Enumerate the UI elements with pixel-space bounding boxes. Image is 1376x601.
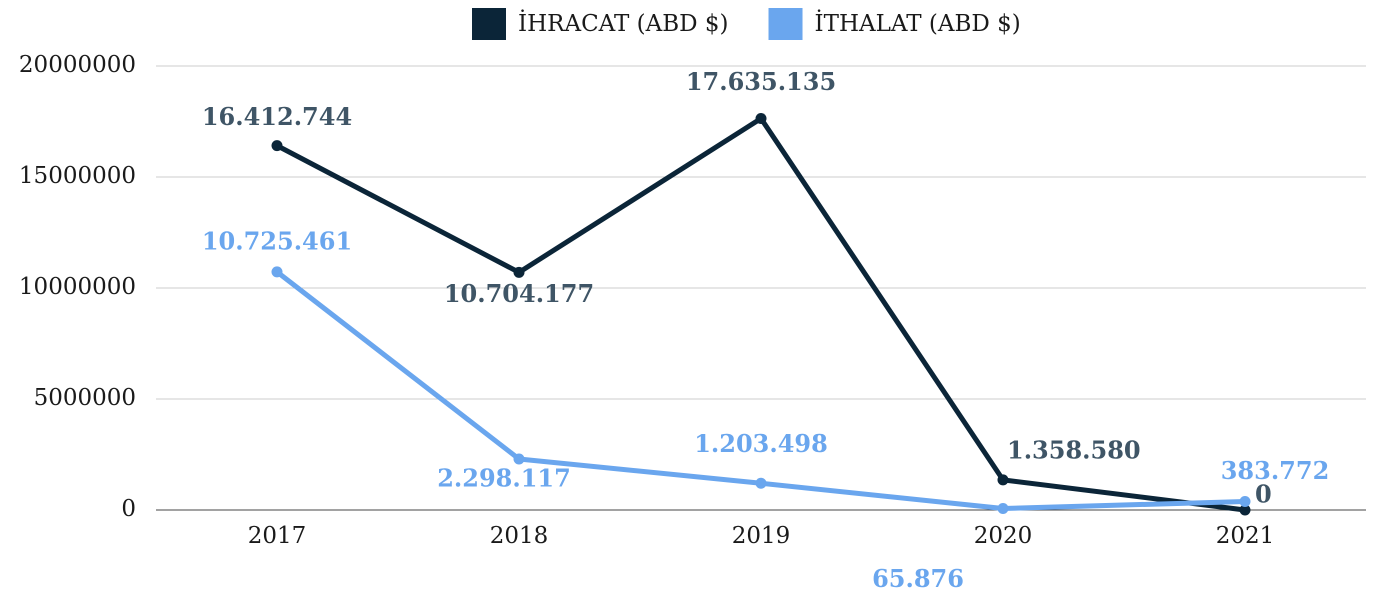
data-point xyxy=(271,140,283,152)
data-point xyxy=(755,113,767,124)
series-line xyxy=(275,269,1246,512)
data-label: 10.704.177 xyxy=(444,279,594,308)
x-tick-label: 2018 xyxy=(490,523,549,549)
y-tick-label: 15000000 xyxy=(19,163,136,189)
x-tick-label: 2020 xyxy=(974,523,1033,549)
y-tick-label: 0 xyxy=(121,496,136,522)
data-point xyxy=(997,474,1009,486)
data-point xyxy=(755,477,767,489)
data-label: 2.298.117 xyxy=(437,463,571,492)
data-label: 65.876 xyxy=(872,564,964,593)
data-label: 1.203.498 xyxy=(694,429,828,458)
data-label: 17.635.135 xyxy=(686,67,836,96)
data-point xyxy=(1239,495,1251,507)
data-label: 1.358.580 xyxy=(1007,435,1141,464)
data-label: 383.772 xyxy=(1221,456,1330,485)
legend-label: İTHALAT (ABD $) xyxy=(815,10,1021,37)
y-tick-label: 10000000 xyxy=(19,274,136,300)
data-point xyxy=(997,503,1009,515)
legend-swatch xyxy=(768,8,803,40)
data-point xyxy=(271,266,283,278)
y-tick-label: 20000000 xyxy=(19,52,136,78)
x-tick-label: 2021 xyxy=(1216,523,1275,549)
data-point xyxy=(513,266,525,278)
data-point xyxy=(1239,504,1251,516)
data-label: 0 xyxy=(1255,480,1272,509)
x-tick-label: 2017 xyxy=(248,523,307,549)
data-point xyxy=(513,453,525,465)
legend-swatch xyxy=(472,8,506,40)
y-tick-label: 5000000 xyxy=(34,385,136,411)
data-label: 16.412.744 xyxy=(202,102,352,131)
data-label: 10.725.461 xyxy=(202,226,352,255)
legend-label: İHRACAT (ABD $) xyxy=(518,10,729,37)
x-tick-label: 2019 xyxy=(732,523,791,549)
